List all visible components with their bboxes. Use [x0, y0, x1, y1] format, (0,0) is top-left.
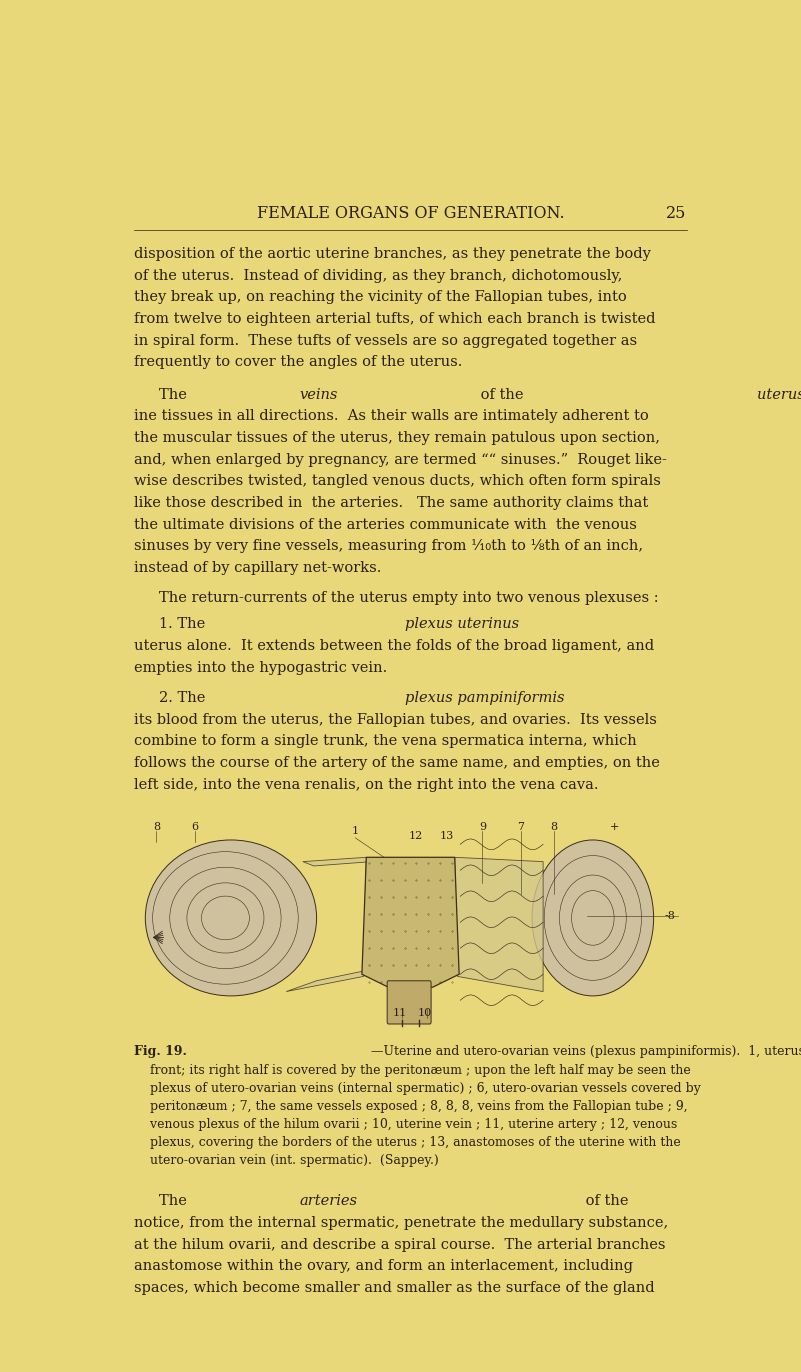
Text: peritonæum ; 7, the same vessels exposed ; 8, 8, 8, veins from the Fallopian tub: peritonæum ; 7, the same vessels exposed…	[135, 1100, 688, 1113]
Text: The return-currents of the uterus empty into two venous plexuses :: The return-currents of the uterus empty …	[159, 591, 658, 605]
Text: 6: 6	[191, 822, 199, 831]
Text: empties into the hypogastric vein.: empties into the hypogastric vein.	[135, 661, 388, 675]
Text: left side, into the vena renalis, on the right into the vena cava.: left side, into the vena renalis, on the…	[135, 778, 599, 792]
Text: FEMALE ORGANS OF GENERATION.: FEMALE ORGANS OF GENERATION.	[256, 204, 565, 222]
Text: utero-ovarian vein (int. spermatic).  (Sappey.): utero-ovarian vein (int. spermatic). (Sa…	[135, 1154, 439, 1168]
Text: 9: 9	[479, 822, 486, 831]
Text: 1. The: 1. The	[159, 617, 210, 631]
PathPatch shape	[362, 858, 459, 988]
Text: of the: of the	[582, 1195, 634, 1209]
Text: the muscular tissues of the uterus, they remain patulous upon section,: the muscular tissues of the uterus, they…	[135, 431, 660, 445]
Text: plexus pampiniformis: plexus pampiniformis	[405, 691, 565, 705]
Text: wise describes twisted, tangled venous ducts, which often form spirals: wise describes twisted, tangled venous d…	[135, 475, 661, 488]
Text: like those described in  the arteries.   The same authority claims that: like those described in the arteries. Th…	[135, 497, 649, 510]
Text: from twelve to eighteen arterial tufts, of which each branch is twisted: from twelve to eighteen arterial tufts, …	[135, 311, 656, 327]
Text: and, when enlarged by pregnancy, are termed ““ sinuses.”  Rouget like-: and, when enlarged by pregnancy, are ter…	[135, 453, 667, 466]
Text: —Uterine and utero-ovarian veins (plexus pampiniformis).  1, uterus seen from th: —Uterine and utero-ovarian veins (plexus…	[371, 1045, 801, 1058]
Text: Fig. 19.: Fig. 19.	[135, 1045, 187, 1058]
Text: 10: 10	[417, 1008, 432, 1018]
Text: instead of by capillary net-works.: instead of by capillary net-works.	[135, 561, 381, 575]
Text: veins: veins	[300, 388, 338, 402]
Text: 11: 11	[392, 1008, 407, 1018]
Ellipse shape	[145, 840, 316, 996]
Text: at the hilum ovarii, and describe a spiral course.  The arterial branches: at the hilum ovarii, and describe a spir…	[135, 1238, 666, 1251]
Text: ine tissues in all directions.  As their walls are intimately adherent to: ine tissues in all directions. As their …	[135, 409, 649, 424]
PathPatch shape	[455, 858, 543, 992]
Text: 1: 1	[352, 826, 359, 837]
Text: follows the course of the artery of the same name, and empties, on the: follows the course of the artery of the …	[135, 756, 660, 770]
Text: 2. The: 2. The	[159, 691, 210, 705]
Text: disposition of the aortic uterine branches, as they penetrate the body: disposition of the aortic uterine branch…	[135, 247, 651, 261]
Text: the ultimate divisions of the arteries communicate with  the venous: the ultimate divisions of the arteries c…	[135, 517, 637, 532]
Text: combine to form a single trunk, the vena spermatica interna, which: combine to form a single trunk, the vena…	[135, 734, 637, 748]
FancyBboxPatch shape	[387, 981, 431, 1024]
Text: of the: of the	[476, 388, 528, 402]
Text: plexus, covering the borders of the uterus ; 13, anastomoses of the uterine with: plexus, covering the borders of the uter…	[135, 1136, 681, 1150]
Text: The: The	[159, 388, 191, 402]
Text: front; its right half is covered by the peritonæum ; upon the left half may be s: front; its right half is covered by the …	[135, 1063, 691, 1077]
Text: anastomose within the ovary, and form an interlacement, including: anastomose within the ovary, and form an…	[135, 1259, 634, 1273]
Text: venous plexus of the hilum ovarii ; 10, uterine vein ; 11, uterine artery ; 12, : venous plexus of the hilum ovarii ; 10, …	[135, 1118, 678, 1131]
Text: 12: 12	[409, 830, 423, 841]
Text: 13: 13	[439, 830, 453, 841]
Text: plexus uterinus: plexus uterinus	[405, 617, 520, 631]
Text: 8: 8	[153, 822, 160, 831]
Text: uterus alone.  It extends between the folds of the broad ligament, and: uterus alone. It extends between the fol…	[135, 639, 654, 653]
Text: its blood from the uterus, the Fallopian tubes, and ovaries.  Its vessels: its blood from the uterus, the Fallopian…	[135, 712, 657, 727]
Text: notice, from the internal spermatic, penetrate the medullary substance,: notice, from the internal spermatic, pen…	[135, 1216, 669, 1231]
Text: The: The	[159, 1195, 191, 1209]
Text: they break up, on reaching the vicinity of the Fallopian tubes, into: they break up, on reaching the vicinity …	[135, 291, 627, 305]
Text: uterus: uterus	[758, 388, 801, 402]
Text: spaces, which become smaller and smaller as the surface of the gland: spaces, which become smaller and smaller…	[135, 1281, 655, 1295]
Text: +: +	[610, 822, 620, 831]
Text: sinuses by very fine vessels, measuring from ⅒th to ⅛th of an inch,: sinuses by very fine vessels, measuring …	[135, 539, 643, 553]
Text: arteries: arteries	[300, 1195, 358, 1209]
Text: of the uterus.  Instead of dividing, as they branch, dichotomously,: of the uterus. Instead of dividing, as t…	[135, 269, 622, 283]
Text: 7: 7	[517, 822, 525, 831]
Ellipse shape	[532, 840, 654, 996]
Text: -8: -8	[665, 911, 675, 921]
Text: in spiral form.  These tufts of vessels are so aggregated together as: in spiral form. These tufts of vessels a…	[135, 333, 638, 347]
Text: 25: 25	[666, 204, 686, 222]
Text: plexus of utero-ovarian veins (internal spermatic) ; 6, utero-ovarian vessels co: plexus of utero-ovarian veins (internal …	[135, 1081, 701, 1095]
PathPatch shape	[286, 858, 372, 992]
Text: 8: 8	[550, 822, 557, 831]
Text: frequently to cover the angles of the uterus.: frequently to cover the angles of the ut…	[135, 355, 463, 369]
FancyBboxPatch shape	[135, 818, 686, 1034]
